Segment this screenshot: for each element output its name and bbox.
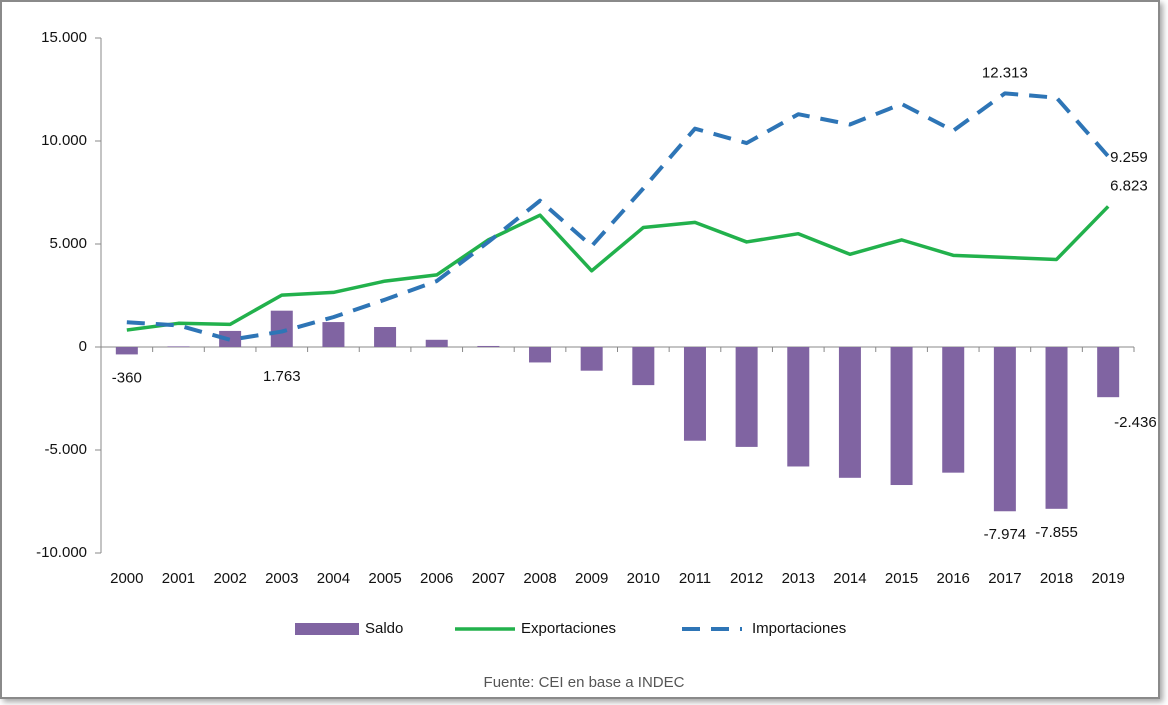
x-tick-label: 2014 (833, 570, 866, 587)
data-label: 1.763 (263, 368, 301, 385)
line (126, 91, 1110, 342)
data-label: 6.823 (1110, 177, 1148, 194)
bar (477, 345, 500, 347)
bar (219, 330, 242, 347)
x-tick-label: 2008 (523, 570, 556, 587)
data-label: 12.313 (982, 64, 1028, 81)
bar (1045, 347, 1068, 509)
bar (942, 347, 965, 473)
y-tick-label: 0 (79, 338, 87, 355)
legend-label: Saldo (365, 620, 403, 637)
bar (890, 347, 913, 486)
y-tick-label: -10.000 (36, 544, 87, 561)
x-tick-label: 2019 (1091, 570, 1124, 587)
x-tick-label: 2004 (317, 570, 350, 587)
bar (270, 310, 293, 347)
bar (374, 327, 397, 347)
data-label: -360 (112, 369, 142, 386)
x-tick-label: 2007 (472, 570, 505, 587)
bar (632, 347, 655, 386)
bar (580, 347, 603, 371)
x-tick-label: 2015 (885, 570, 918, 587)
bar (683, 347, 706, 441)
bar (322, 322, 345, 347)
y-tick-label: 10.000 (41, 132, 87, 149)
x-tick-label: 2011 (679, 570, 711, 587)
bar (735, 347, 758, 447)
x-tick-label: 2018 (1040, 570, 1073, 587)
x-tick-label: 2000 (110, 570, 143, 587)
data-label: -2.436 (1114, 414, 1157, 431)
y-tick-label: -5.000 (44, 441, 87, 458)
x-tick-label: 2002 (213, 570, 246, 587)
data-label: -7.974 (984, 526, 1027, 543)
source: Fuente: CEI en base a INDEC (484, 674, 685, 691)
legend-label: Importaciones (752, 620, 846, 637)
x-tick-label: 2003 (265, 570, 298, 587)
x-tick-label: 2005 (368, 570, 401, 587)
line (126, 205, 1110, 332)
x-tick-label: 2009 (575, 570, 608, 587)
bar (167, 346, 190, 347)
bar (425, 339, 448, 347)
legend-swatch (295, 623, 359, 635)
legend-label: Exportaciones (521, 620, 616, 637)
x-tick-label: 2017 (988, 570, 1021, 587)
data-label: 9.259 (1110, 149, 1148, 166)
bar (115, 347, 138, 355)
y-tick-label: 15.000 (41, 29, 87, 46)
x-tick-label: 2012 (730, 570, 763, 587)
bar (529, 347, 552, 363)
data-label: -7.855 (1035, 524, 1078, 541)
x-tick-label: 2006 (420, 570, 453, 587)
bar (838, 347, 861, 478)
bar (993, 347, 1016, 512)
x-tick-label: 2001 (162, 570, 195, 587)
x-tick-label: 2016 (937, 570, 970, 587)
bar (1097, 347, 1120, 398)
bar (787, 347, 810, 467)
x-tick-label: 2010 (627, 570, 660, 587)
x-tick-label: 2013 (782, 570, 815, 587)
y-tick-label: 5.000 (49, 235, 87, 252)
